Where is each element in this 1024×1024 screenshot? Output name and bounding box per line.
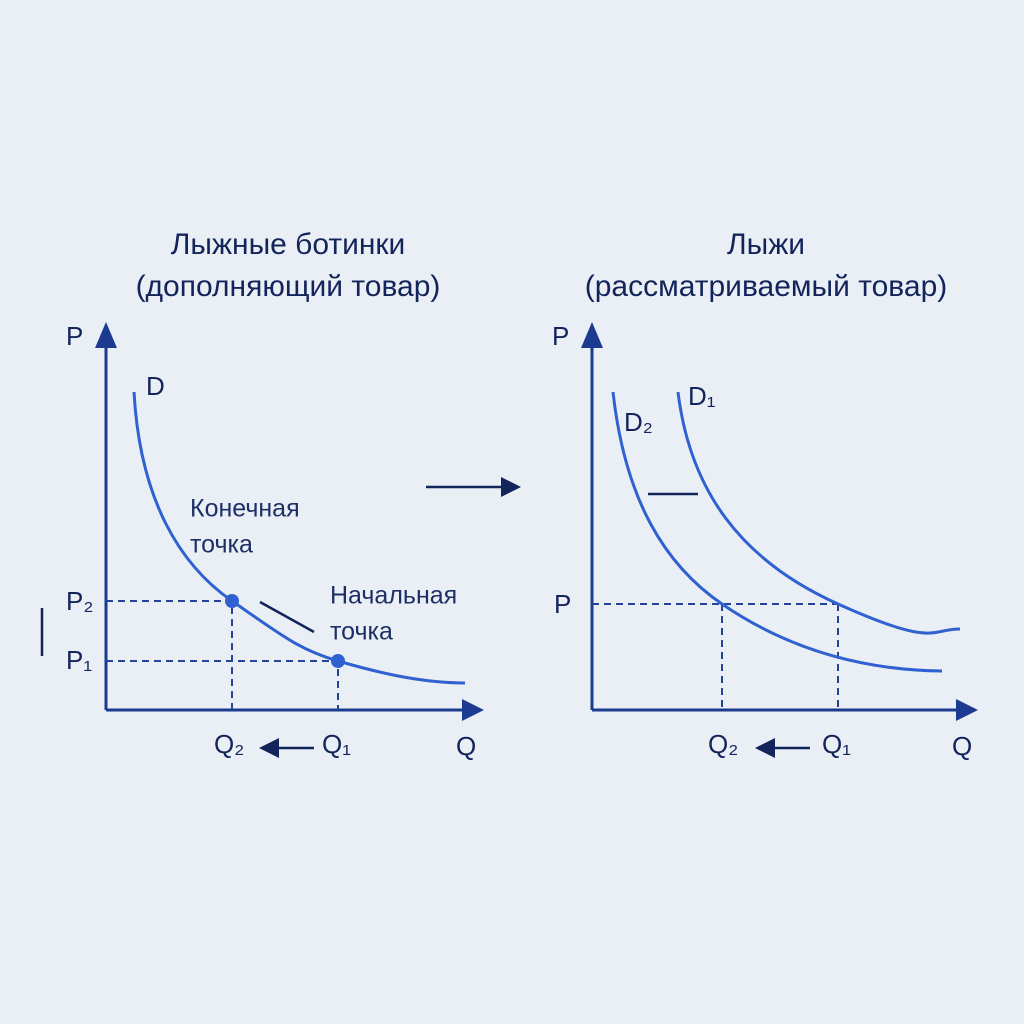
demand-curve xyxy=(676,391,961,635)
y-axis-label: P xyxy=(552,321,569,351)
title: Лыжи xyxy=(727,228,805,261)
p-label: P₂ xyxy=(66,586,93,616)
y-axis-label: P xyxy=(66,321,83,351)
title: Лыжные ботинки xyxy=(171,228,406,261)
annotation: Начальная xyxy=(330,582,457,610)
arrows xyxy=(40,600,315,748)
demand-curve xyxy=(611,391,943,673)
q-label: Q₁ xyxy=(322,729,351,759)
demand-curve xyxy=(132,391,466,685)
x-axis-label: Q xyxy=(456,731,476,761)
p-label: P₁ xyxy=(66,645,92,675)
annotation: точка xyxy=(190,531,253,559)
axes xyxy=(104,342,466,712)
q-label: Q₁ xyxy=(822,729,851,759)
curve-label: D₁ xyxy=(688,381,716,411)
q-label: Q₂ xyxy=(214,729,244,759)
x-axis-label: Q xyxy=(952,731,972,761)
title: (рассматриваемый товар) xyxy=(585,270,948,303)
arrows xyxy=(648,492,810,748)
point xyxy=(225,594,239,608)
point xyxy=(331,654,345,668)
curve-label: D xyxy=(146,371,165,401)
annotation: точка xyxy=(330,618,393,646)
q-label: Q₂ xyxy=(708,729,738,759)
curve-label: D₂ xyxy=(624,407,653,437)
p-label: P xyxy=(554,589,571,619)
annotation: Конечная xyxy=(190,495,300,523)
title: (дополняющий товар) xyxy=(136,270,441,303)
axes xyxy=(590,342,960,712)
